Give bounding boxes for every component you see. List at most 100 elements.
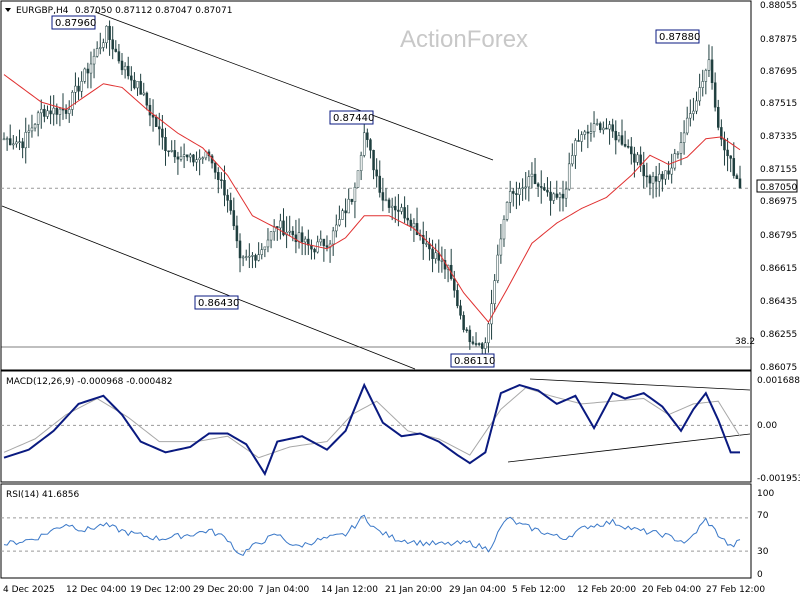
candle-body — [645, 175, 649, 178]
candle-body — [151, 114, 155, 118]
candle-body — [77, 85, 80, 92]
candle-body — [356, 170, 360, 188]
candle-body — [453, 278, 456, 291]
candle-body — [577, 140, 580, 142]
price-tick: 0.86075 — [760, 363, 797, 373]
candle-body — [676, 153, 680, 155]
candle-body — [620, 135, 624, 145]
candle-body — [599, 123, 602, 131]
candle-body — [164, 136, 167, 152]
candle-body — [558, 193, 562, 198]
candle-body — [67, 109, 71, 114]
time-tick: 29 Dec 20:00 — [193, 585, 254, 595]
candle-body — [64, 109, 68, 114]
candle-body — [341, 210, 344, 220]
candle-body — [61, 108, 65, 111]
candle-body — [490, 303, 493, 325]
candle-body — [95, 48, 99, 57]
candle-body — [148, 104, 152, 116]
candle-body — [195, 159, 198, 163]
candle-body — [105, 25, 108, 44]
candle-body — [362, 132, 366, 156]
candle-body — [406, 217, 409, 221]
candle-body — [605, 127, 608, 130]
price-tick: 0.87515 — [760, 99, 797, 109]
candle-body — [238, 240, 242, 259]
macd-panel[interactable] — [0, 370, 752, 483]
candle-body — [158, 126, 161, 130]
candle-body — [499, 238, 503, 256]
candle-body — [723, 139, 726, 151]
candle-body — [58, 108, 62, 115]
candle-body — [226, 194, 229, 201]
candle-body — [648, 175, 652, 184]
candle-body — [707, 59, 711, 71]
candle-body — [474, 343, 478, 345]
candle-body — [241, 256, 245, 259]
candle-body — [738, 178, 742, 189]
candle-body — [102, 42, 105, 48]
macd-tick: 0.00 — [757, 421, 777, 431]
candle-body — [40, 108, 43, 114]
candle-body — [189, 154, 192, 158]
macd-lower-trendline — [507, 433, 751, 463]
price-panel[interactable] — [0, 0, 752, 371]
annotation-high2: 0.87440 — [329, 110, 374, 125]
candle-body — [114, 48, 118, 52]
candle-body — [381, 192, 385, 201]
candle-body — [505, 202, 509, 220]
candle-body — [46, 110, 49, 117]
candle-body — [729, 155, 732, 159]
candle-body — [220, 179, 223, 181]
candle-body — [462, 315, 465, 330]
candle-body — [21, 141, 24, 149]
candle-body — [176, 156, 180, 160]
price-tick: 0.87155 — [760, 165, 797, 175]
candle-body — [735, 175, 739, 180]
candle-body — [658, 173, 661, 182]
candle-body — [378, 175, 382, 193]
candle-body — [695, 100, 698, 112]
candle-body — [412, 223, 416, 227]
candle-body — [319, 238, 323, 243]
candle-body — [89, 63, 93, 74]
candle-body — [229, 200, 232, 211]
candle-body — [288, 230, 291, 233]
candle-body — [15, 141, 18, 145]
candle-body — [331, 230, 335, 245]
candle-body — [120, 60, 124, 71]
candle-body — [325, 245, 329, 248]
candle-body — [282, 220, 285, 236]
candle-body — [480, 343, 484, 349]
time-axis: 4 Dec 2025 12 Dec 04:00 19 Dec 12:00 29 … — [3, 585, 765, 595]
candle-body — [586, 131, 590, 134]
candle-body — [400, 207, 403, 212]
time-tick: 21 Jan 20:00 — [385, 585, 442, 595]
candle-body — [251, 255, 254, 257]
rsi-panel[interactable] — [0, 483, 752, 579]
price-tick: 0.87875 — [760, 35, 797, 45]
candle-body — [49, 110, 52, 115]
candle-body — [717, 106, 720, 128]
candle-body — [263, 246, 267, 250]
candle-body — [704, 70, 708, 82]
candle-body — [546, 189, 549, 193]
time-tick: 27 Feb 12:00 — [706, 585, 765, 595]
candle-body — [27, 130, 31, 133]
annotation-low1: 0.86430 — [194, 295, 239, 310]
candle-body — [654, 176, 658, 182]
candle-body — [71, 92, 74, 110]
price-tick: 0.86255 — [760, 330, 797, 340]
candle-body — [595, 123, 599, 125]
candle-body — [459, 305, 462, 316]
ma-line — [3, 74, 741, 323]
dropdown-icon[interactable] — [5, 8, 11, 12]
candle-body — [291, 230, 295, 236]
candle-body — [30, 127, 34, 132]
candle-body — [698, 87, 701, 102]
candle-body — [344, 210, 347, 214]
candle-body — [701, 81, 704, 88]
macd-lines — [3, 382, 741, 477]
candle-body — [182, 154, 186, 157]
candle-body — [397, 209, 400, 212]
